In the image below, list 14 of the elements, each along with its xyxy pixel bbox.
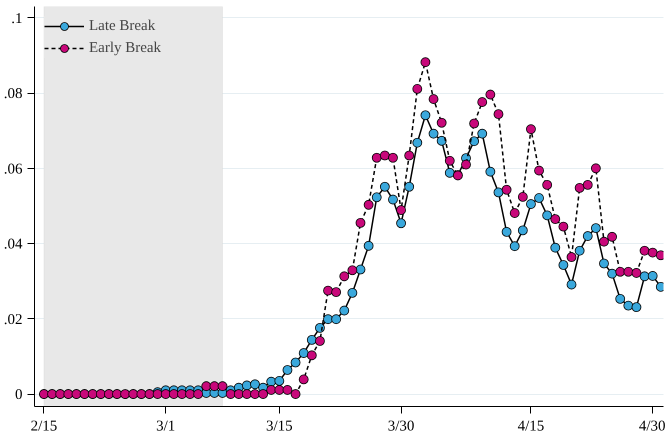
y-tick-label: .06 bbox=[4, 161, 23, 178]
y-tick-label: .1 bbox=[11, 10, 22, 27]
x-tick-label: 3/30 bbox=[388, 418, 414, 434]
y-tick-label: .08 bbox=[4, 86, 22, 102]
x-tick-label: 4/15 bbox=[518, 418, 544, 434]
x-tick-label: 4/30 bbox=[638, 418, 665, 434]
y-tick-label: .02 bbox=[4, 312, 22, 328]
x-tick-label: 2/15 bbox=[30, 418, 58, 434]
legend-label: Early Break bbox=[89, 40, 162, 56]
legend-label: Late Break bbox=[89, 18, 156, 34]
x-tick-label: 3/1 bbox=[156, 418, 176, 434]
y-tick-label: 0 bbox=[15, 387, 22, 404]
x-tick-label: 3/15 bbox=[266, 418, 293, 434]
y-tick-label: .04 bbox=[4, 236, 23, 253]
